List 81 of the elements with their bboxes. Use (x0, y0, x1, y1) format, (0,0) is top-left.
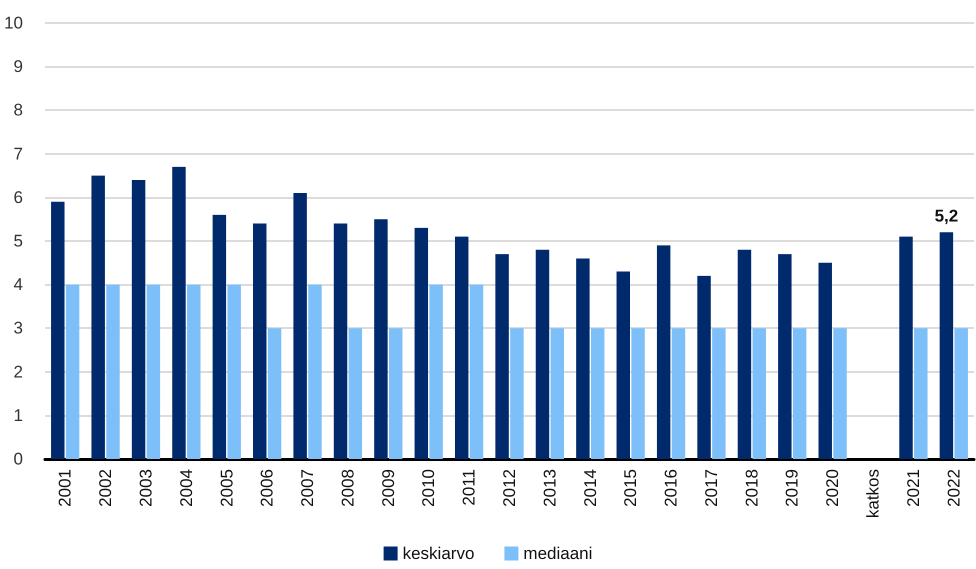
bar (697, 276, 711, 459)
x-tick-label: 2010 (419, 469, 438, 507)
x-tick-label: 2008 (338, 469, 358, 507)
bar (348, 328, 362, 459)
bar (51, 202, 65, 459)
bar (672, 328, 686, 459)
bar (308, 284, 322, 459)
x-tick-label: 2012 (500, 469, 519, 507)
y-tick-label: 5 (14, 232, 23, 250)
x-tick-label: 2022 (944, 469, 964, 507)
bar (940, 232, 954, 459)
bar (590, 328, 604, 459)
bar (374, 219, 388, 459)
bar (899, 236, 913, 459)
bar (792, 328, 806, 459)
y-tick-label: 2 (14, 362, 23, 382)
bar (132, 180, 146, 459)
x-tick-label: 2005 (217, 469, 236, 507)
bar (576, 258, 590, 459)
bar (66, 284, 80, 459)
bar (778, 254, 792, 459)
x-tick-label: 2018 (742, 469, 762, 507)
x-tick-label: 2009 (378, 469, 398, 507)
y-tick-label: 7 (14, 144, 23, 164)
x-tick-label: 2004 (176, 469, 196, 507)
bar (212, 214, 226, 459)
bar (106, 284, 120, 459)
y-tick-label: 3 (14, 318, 23, 338)
bar (954, 328, 968, 459)
legend-label: keskiarvo (402, 544, 474, 563)
bar (495, 254, 509, 459)
y-tick-label: 1 (14, 406, 23, 425)
x-tick-label: 2021 (904, 469, 923, 507)
y-tick-label: 0 (14, 450, 23, 468)
bar (738, 250, 752, 459)
bar (818, 262, 832, 459)
bar (293, 193, 307, 459)
x-tick-label: 2017 (702, 469, 721, 507)
bar (616, 272, 630, 459)
bar (227, 284, 241, 459)
x-tick-label: katkos (864, 469, 883, 518)
x-tick-label: 2001 (56, 469, 75, 507)
bar (631, 328, 645, 459)
bar (187, 284, 201, 459)
x-tick-label: 2014 (580, 469, 600, 507)
bar (656, 245, 670, 459)
y-tick-label: 6 (14, 188, 23, 207)
bar (389, 328, 402, 459)
bar (429, 284, 443, 459)
y-tick-label: 10 (4, 14, 23, 32)
x-tick-label: 2015 (621, 469, 640, 507)
y-tick-label: 9 (14, 57, 23, 76)
bar (172, 166, 186, 459)
x-tick-label: 2003 (136, 469, 156, 507)
bar (146, 284, 160, 459)
y-tick-label: 4 (14, 275, 23, 294)
bar (91, 176, 105, 459)
bar (752, 328, 766, 459)
bar (454, 236, 468, 459)
bar (334, 224, 348, 459)
x-tick-label: 2002 (96, 469, 116, 507)
x-tick-label: 2016 (662, 469, 681, 507)
bar (712, 328, 726, 459)
x-tick-label: 2019 (782, 469, 802, 507)
bar (833, 328, 847, 459)
y-tick-label: 8 (14, 100, 23, 120)
bar (268, 328, 282, 459)
bar (510, 328, 524, 459)
x-tick-label: 2006 (258, 469, 277, 507)
bar (550, 328, 564, 459)
x-tick-label: 2020 (823, 469, 842, 507)
bar (253, 224, 266, 459)
bar (414, 228, 428, 459)
x-tick-label: 2007 (298, 469, 318, 507)
data-label: 5,2 (934, 206, 958, 226)
bar (536, 250, 550, 459)
x-tick-label: 2013 (540, 469, 560, 507)
x-tick-label: 2011 (460, 469, 479, 506)
bar (470, 284, 484, 459)
legend-label: mediaani (523, 544, 592, 563)
bar (914, 328, 928, 459)
